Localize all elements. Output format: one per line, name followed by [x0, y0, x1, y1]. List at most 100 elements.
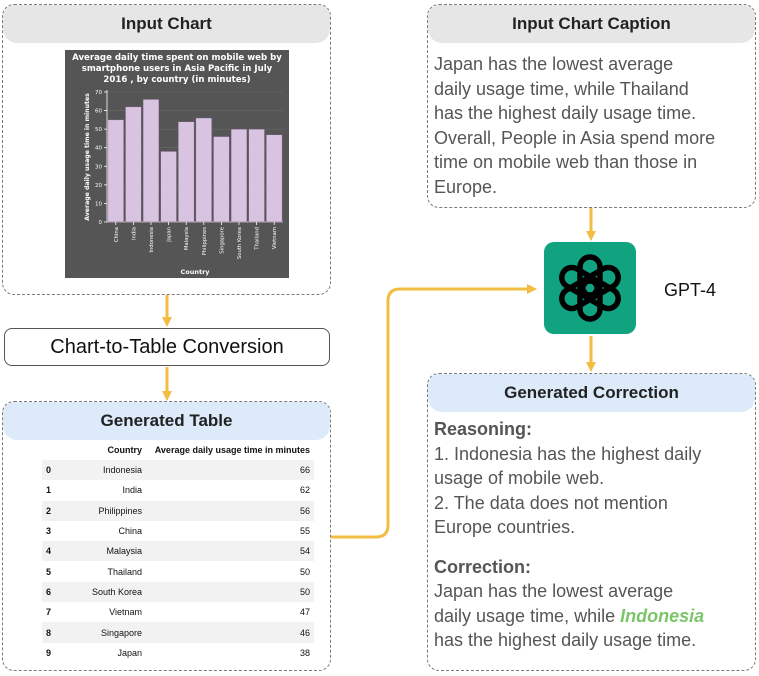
reasoning-line: Europe countries.: [434, 517, 576, 537]
bar: [230, 128, 248, 223]
correction-line: daily usage time, while Indonesia: [434, 604, 704, 629]
row-value: 38: [299, 647, 310, 658]
table-row: 3 China 55: [42, 521, 314, 541]
table-header-value: Average daily usage time in minutes: [154, 445, 310, 455]
row-country: India: [122, 485, 142, 496]
x-tick-label: India: [131, 227, 137, 240]
y-tick-label: 10: [95, 201, 102, 207]
row-value: 56: [299, 505, 310, 516]
row-value: 46: [299, 627, 310, 638]
gpt-4-label: GPT-4: [664, 280, 717, 300]
correction-line: has the highest daily usage time.: [434, 630, 697, 650]
table-header-index: [42, 440, 74, 460]
x-tick-label: China: [114, 227, 120, 242]
row-index: 5: [46, 566, 52, 577]
bar: [142, 99, 160, 223]
input-chart-title: Input Chart: [3, 5, 330, 43]
caption-title: Input Chart Caption: [428, 5, 755, 43]
reasoning-line: 2. The data does not mention: [434, 492, 668, 513]
row-value: 55: [299, 526, 310, 537]
caption-line: has the highest daily usage time.: [434, 103, 697, 123]
table-row: 4 Malaysia 54: [42, 541, 314, 562]
y-tick-label: 70: [95, 90, 102, 96]
bar: [178, 121, 195, 223]
reasoning-label: Reasoning:: [434, 419, 533, 439]
table-row: 6 South Korea 50: [42, 581, 314, 603]
chart-to-table-conversion: Chart-to-Table Conversion: [4, 328, 330, 366]
bar: [213, 136, 230, 223]
row-value: 50: [299, 566, 310, 577]
y-axis-label: Average daily usage time in minutes: [84, 93, 91, 221]
row-country: Singapore: [100, 627, 142, 638]
row-value: 62: [299, 485, 310, 496]
row-index: 2: [46, 505, 52, 516]
correction-text: Reasoning: 1. Indonesia has the highest …: [434, 417, 704, 653]
generated-table-title: Generated Table: [3, 402, 330, 440]
y-tick-label: 60: [95, 109, 102, 115]
input-chart-image: Average daily time spent on mobile web b…: [65, 50, 289, 278]
row-index: 7: [46, 607, 52, 618]
caption-text: Japan has the lowest average daily usage…: [434, 52, 715, 199]
x-tick-label: Indonesia: [149, 227, 155, 253]
table-row: 9 Japan 38: [42, 643, 314, 663]
generated-table-box: Generated Table: [2, 401, 331, 671]
chart-title-line: Average daily time spent on mobile web b…: [72, 53, 282, 63]
row-index: 1: [46, 485, 52, 496]
x-tick-label: Japan: [167, 227, 173, 243]
row-country: Vietnam: [109, 607, 142, 618]
x-tick-label: Vietnam: [272, 227, 278, 249]
row-value: 50: [299, 586, 310, 597]
correction-line: Japan has the lowest average: [434, 581, 674, 601]
row-country: Philippines: [98, 505, 142, 516]
correction-title: Generated Correction: [428, 374, 755, 412]
row-value: 47: [299, 607, 310, 618]
caption-box: Input Chart Caption: [427, 4, 756, 208]
reasoning-line: 1. Indonesia has the highest daily: [434, 443, 702, 464]
bar: [125, 106, 142, 223]
generated-table: Country Average daily usage time in minu…: [42, 440, 314, 663]
row-value: 54: [299, 546, 310, 557]
table-row: 0 Indonesia 66: [42, 460, 314, 481]
table-row: 7 Vietnam 47: [42, 602, 314, 622]
conversion-label: Chart-to-Table Conversion: [50, 335, 284, 358]
table-row: 5 Thailand 50: [42, 561, 314, 581]
table-row: 8 Singapore 46: [42, 622, 314, 643]
correction-box: Generated Correction: [427, 373, 756, 671]
chart-title-line: 2016 , by country (in minutes): [103, 75, 250, 85]
chart-title-line: smartphone users in Asia Pacific in July: [82, 64, 273, 74]
caption-line: Overall, People in Asia spend more: [434, 127, 716, 148]
y-tick-label: 30: [95, 164, 102, 170]
caption-line: daily usage time, while Thailand: [434, 78, 689, 99]
bar: [266, 134, 283, 223]
row-index: 6: [46, 586, 52, 597]
x-axis-label: Country: [180, 268, 210, 276]
row-country: Malaysia: [106, 546, 142, 557]
row-index: 8: [46, 627, 52, 638]
y-tick-label: 40: [95, 146, 102, 152]
x-tick-label: Philippines: [202, 227, 208, 256]
row-country: Japan: [117, 647, 142, 658]
x-tick-label: Malaysia: [184, 227, 190, 250]
row-value: 66: [299, 465, 310, 476]
bar-chart: Average daily time spent on mobile web b…: [72, 53, 283, 276]
bar: [160, 151, 177, 223]
y-tick-label: 20: [95, 183, 102, 189]
bar: [195, 117, 212, 223]
row-country: Thailand: [107, 566, 142, 577]
caption-line: Europe.: [434, 176, 498, 197]
reasoning-line: usage of mobile web.: [434, 468, 605, 488]
correction-highlight: Indonesia: [620, 605, 705, 626]
row-index: 3: [46, 526, 52, 537]
row-index: 0: [46, 465, 52, 476]
table-row: 2 Philippines 56: [42, 500, 314, 521]
row-country: South Korea: [91, 586, 142, 597]
y-tick-label: 0: [99, 220, 103, 226]
caption-line: time on mobile web than those in: [434, 152, 698, 172]
table-header-country: Country: [107, 445, 143, 455]
table-row: 1 India 62: [42, 480, 314, 500]
x-tick-label: Thailand: [255, 227, 261, 251]
y-tick-label: 50: [95, 127, 102, 133]
table-header-row: Country Average daily usage time in minu…: [42, 440, 314, 460]
caption-line: Japan has the lowest average: [434, 54, 674, 74]
bar: [248, 128, 265, 223]
